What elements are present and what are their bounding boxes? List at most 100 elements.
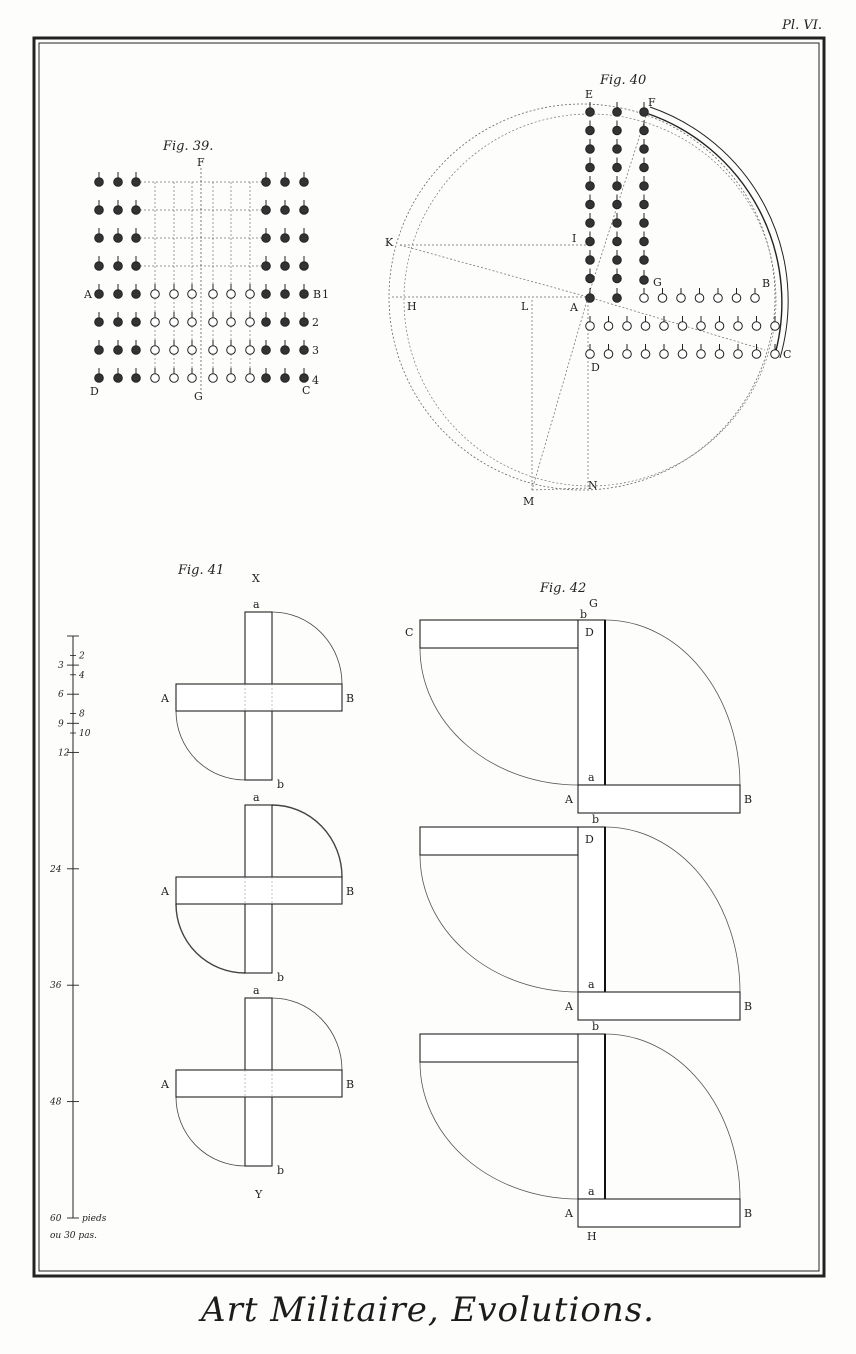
fig40-outer-circle bbox=[388, 103, 776, 491]
fig42-label-a: a bbox=[588, 771, 595, 784]
soldier-filled bbox=[612, 231, 622, 247]
fig39-row-3: 3 bbox=[312, 344, 319, 357]
fig39-row-4: 4 bbox=[312, 374, 319, 387]
soldier-filled bbox=[131, 200, 141, 215]
soldier-filled bbox=[131, 368, 141, 383]
soldier-filled bbox=[280, 200, 290, 215]
soldier-filled bbox=[639, 157, 649, 173]
soldier-filled bbox=[299, 340, 309, 355]
fig42-label-b: b bbox=[592, 813, 599, 826]
soldier-open bbox=[659, 344, 669, 359]
soldier-filled bbox=[113, 340, 123, 355]
soldier-open bbox=[676, 288, 686, 303]
soldier-filled bbox=[131, 228, 141, 243]
soldier-open bbox=[640, 344, 651, 359]
soldier-filled bbox=[261, 368, 271, 383]
soldier-open bbox=[714, 344, 725, 359]
soldier-filled bbox=[113, 256, 123, 271]
soldier-open bbox=[245, 368, 255, 383]
soldier-open bbox=[622, 316, 632, 331]
soldier-filled bbox=[280, 284, 290, 299]
soldier-open bbox=[770, 316, 780, 331]
soldier-filled bbox=[639, 139, 649, 154]
scale-tick-label: 9 bbox=[58, 719, 64, 729]
soldier-open bbox=[750, 288, 760, 303]
fig41-label-B: B bbox=[346, 692, 354, 705]
soldier-filled bbox=[280, 340, 290, 355]
fig42-label-b-top: b bbox=[580, 608, 587, 621]
fig41-cross: A Ba b bbox=[160, 598, 354, 791]
soldier-filled bbox=[639, 250, 649, 265]
fig41-label-b: b bbox=[277, 1164, 284, 1177]
figure-39: Fig. 39. F G A D B C 1 2 3 4 bbox=[83, 139, 329, 403]
soldier-filled bbox=[94, 200, 104, 215]
fig42-label-A: A bbox=[564, 793, 574, 806]
soldier-filled bbox=[280, 228, 290, 243]
fig40-label-D: D bbox=[591, 361, 600, 374]
soldier-filled bbox=[585, 231, 595, 247]
soldier-filled bbox=[94, 312, 104, 327]
fig42-label-a: a bbox=[588, 978, 595, 991]
fig41-label-X: X bbox=[252, 572, 260, 585]
soldier-open bbox=[640, 316, 651, 331]
scale-unit-1: pieds bbox=[82, 1214, 107, 1224]
fig40-caption: Fig. 40 bbox=[599, 73, 646, 88]
fig40-label-M: M bbox=[523, 495, 534, 508]
soldier-filled bbox=[280, 312, 290, 327]
scale-tick-label: 3 bbox=[58, 661, 64, 671]
fig41-cross: A Ba b bbox=[160, 984, 354, 1177]
soldier-filled bbox=[612, 288, 622, 303]
outer-frame bbox=[32, 36, 826, 1278]
scale-tick-label: 12 bbox=[58, 748, 70, 758]
fig40-arc-FC bbox=[645, 112, 783, 359]
soldier-filled bbox=[261, 200, 271, 215]
soldier-open bbox=[677, 344, 688, 359]
fig41-label-a: a bbox=[253, 598, 260, 611]
soldier-filled bbox=[585, 157, 595, 173]
figure-42: Fig. 42 G b C H a A B Da A B Db a A Bb bbox=[405, 581, 752, 1243]
inner-frame bbox=[38, 42, 820, 1272]
plate-number: Pl. VI. bbox=[782, 18, 822, 33]
soldier-filled bbox=[113, 312, 123, 327]
soldier-filled bbox=[261, 172, 271, 187]
soldier-open bbox=[150, 312, 160, 327]
fig42-label-D: D bbox=[585, 833, 594, 846]
fig39-label-A: A bbox=[83, 288, 93, 301]
fig41-label-A: A bbox=[160, 885, 170, 898]
soldier-open bbox=[208, 368, 218, 383]
soldier-filled bbox=[639, 270, 649, 285]
soldier-filled bbox=[131, 284, 141, 299]
scale-tick-label: 36 bbox=[50, 981, 62, 991]
soldier-open bbox=[696, 316, 706, 331]
soldier-open bbox=[585, 316, 595, 331]
fig40-label-N: N bbox=[588, 479, 598, 492]
fig41-label-b: b bbox=[277, 778, 284, 791]
fig41-label-A: A bbox=[160, 692, 170, 705]
fig39-label-D: D bbox=[90, 385, 99, 398]
soldier-open bbox=[187, 340, 197, 355]
soldier-open bbox=[622, 344, 632, 359]
soldier-open bbox=[585, 344, 595, 359]
soldier-filled bbox=[131, 256, 141, 271]
fig41-label-a: a bbox=[253, 984, 260, 997]
scale-unit-2: ou 30 pas. bbox=[50, 1231, 97, 1241]
fig42-label-A: A bbox=[564, 1000, 574, 1013]
soldier-filled bbox=[94, 228, 104, 243]
soldier-open bbox=[187, 284, 197, 299]
fig40-label-B: B bbox=[762, 277, 770, 290]
soldier-filled bbox=[131, 312, 141, 327]
soldier-filled bbox=[585, 120, 595, 136]
soldier-open bbox=[696, 344, 706, 359]
fig40-construction-lines bbox=[392, 109, 766, 491]
soldier-filled bbox=[612, 102, 622, 117]
soldier-filled bbox=[585, 176, 595, 191]
fig40-label-A: A bbox=[569, 301, 579, 314]
figure-40: Fig. 40 E F K I H L A G B C D M N bbox=[385, 73, 791, 508]
soldier-filled bbox=[131, 172, 141, 187]
soldier-open bbox=[208, 284, 218, 299]
fig42-label-B: B bbox=[744, 1000, 752, 1013]
fig40-label-L: L bbox=[521, 300, 529, 313]
fig41-label-Y: Y bbox=[254, 1188, 263, 1201]
